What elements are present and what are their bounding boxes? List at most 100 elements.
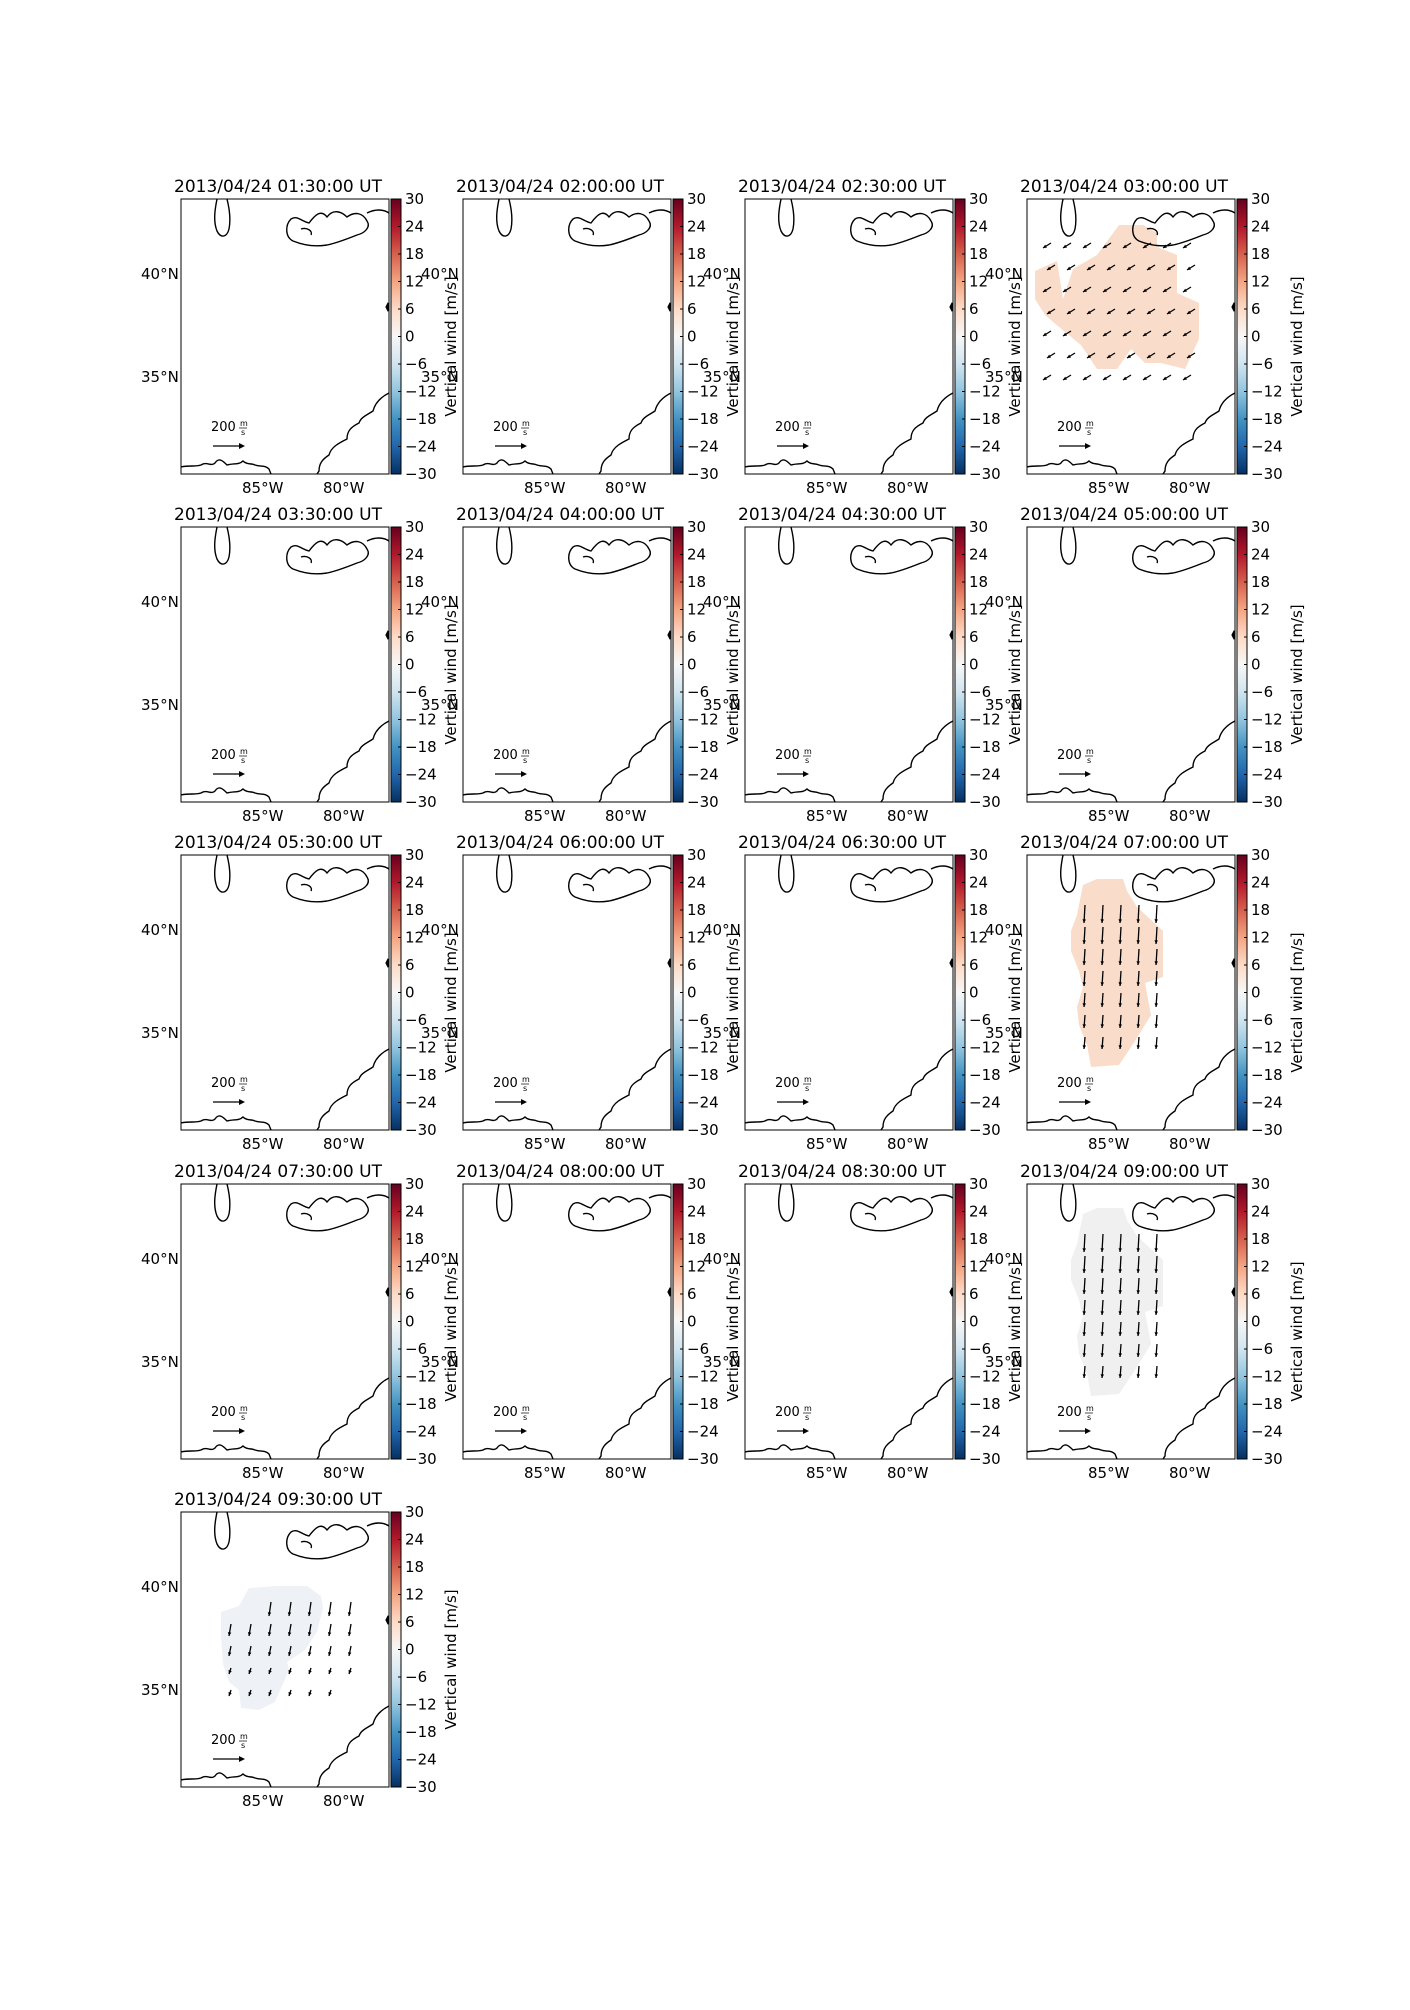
map-panel: 2013/04/24 01:30:00 UT 200 ms 85°W 80°W 40°N 3… xyxy=(141,177,460,497)
wind-vector-head xyxy=(288,1652,292,1656)
colorbar-tick-label: 12 xyxy=(405,1586,424,1604)
cape-cod-mark xyxy=(667,302,671,312)
wind-vector-head xyxy=(1082,982,1086,986)
lon-label: 80°W xyxy=(1169,807,1211,825)
map-frame xyxy=(462,854,672,1131)
lon-label: 85°W xyxy=(1088,807,1130,825)
colorbar-tick-label: −6 xyxy=(687,355,709,373)
wind-vector-head xyxy=(1118,1332,1122,1336)
wind-vector-head xyxy=(1043,288,1047,292)
wind-vector-head xyxy=(1100,1290,1104,1294)
scale-unit-den: s xyxy=(241,428,245,437)
colorbar-tick-label: 0 xyxy=(1251,1313,1261,1331)
colorbar-tick-label: −24 xyxy=(405,1094,437,1112)
atlantic-coastline xyxy=(316,392,389,474)
gulf-coastline xyxy=(1027,459,1118,474)
wind-region xyxy=(221,1586,323,1710)
wind-region xyxy=(1071,1208,1163,1396)
colorbar-tick-label: −24 xyxy=(687,438,719,456)
colorbar-tick-label: 0 xyxy=(1251,656,1261,674)
panel-title: 2013/04/24 05:30:00 UT xyxy=(174,833,383,853)
colorbar-tick-label: 12 xyxy=(687,601,706,619)
lon-label: 85°W xyxy=(242,1135,284,1153)
lon-label: 85°W xyxy=(1088,1464,1130,1482)
colorbar-tick-label: 6 xyxy=(687,1285,697,1303)
lat-label: 40°N xyxy=(141,593,179,611)
panel-title: 2013/04/24 04:30:00 UT xyxy=(738,505,947,525)
colorbar-tick-label: 12 xyxy=(687,273,706,291)
colorbar-tick-label: −18 xyxy=(969,738,1001,756)
colorbar-tick-label: 12 xyxy=(405,929,424,947)
colorbar-tick-label: 18 xyxy=(969,1230,988,1248)
atlantic-coastline xyxy=(598,1048,671,1130)
colorbar-tick-label: −18 xyxy=(687,1395,719,1413)
colorbar-label: Vertical wind [m/s] xyxy=(724,604,742,744)
scale-unit-num: m xyxy=(804,747,812,756)
wind-vector-head xyxy=(348,1652,352,1656)
wind-vector-head xyxy=(1143,244,1147,248)
wind-vector-head xyxy=(1100,1311,1104,1315)
cape-cod-mark xyxy=(385,630,389,640)
scale-label: 200 ms xyxy=(775,1404,812,1422)
colorbar-tick-label: 12 xyxy=(969,929,988,947)
panel-title: 2013/04/24 06:00:00 UT xyxy=(456,833,665,853)
colorbar-tick-label: −6 xyxy=(405,1668,427,1686)
wind-vector-head xyxy=(1067,354,1071,358)
colorbar-tick-label: 12 xyxy=(687,929,706,947)
wind-vector-head xyxy=(1123,288,1127,292)
scale-label: 200 ms xyxy=(211,1075,248,1093)
wind-vector-head xyxy=(1100,1353,1105,1357)
lon-label: 80°W xyxy=(605,479,647,497)
colorbar-tick-label: −24 xyxy=(969,1423,1001,1441)
scale-arrow-head xyxy=(239,1756,245,1762)
scale-label: 200 ms xyxy=(493,1404,530,1422)
colorbar-tick-label: 6 xyxy=(405,1285,415,1303)
panel-title: 2013/04/24 08:30:00 UT xyxy=(738,1162,947,1182)
colorbar-tick-label: 0 xyxy=(969,984,979,1002)
atlantic-coastline xyxy=(316,1377,389,1459)
wind-vector-head xyxy=(268,1692,272,1696)
lon-label: 80°W xyxy=(323,1135,365,1153)
colorbar-tick-label: 12 xyxy=(405,1258,424,1276)
scale-unit-den: s xyxy=(241,756,245,765)
gulf-coastline xyxy=(463,1444,554,1459)
colorbar-label: Vertical wind [m/s] xyxy=(442,276,460,416)
scale-unit-num: m xyxy=(522,1404,530,1413)
colorbar-tick-label: 6 xyxy=(405,956,415,974)
colorbar-tick-label: 0 xyxy=(405,984,415,1002)
wind-vector-head xyxy=(1047,354,1051,358)
colorbar-tick-label: −6 xyxy=(969,683,991,701)
wind-vector-head xyxy=(1154,1045,1159,1049)
scale-value: 200 xyxy=(1057,748,1082,763)
colorbar-tick-label: −12 xyxy=(1251,1368,1283,1386)
wind-vector-head xyxy=(1147,310,1151,314)
wind-vector-head xyxy=(227,1632,232,1636)
scale-unit-den: s xyxy=(805,1084,809,1093)
colorbar-tick-label: 30 xyxy=(1251,518,1270,536)
lake-erie-outline xyxy=(1132,1196,1215,1232)
lon-label: 85°W xyxy=(242,479,284,497)
wind-region xyxy=(1035,225,1199,369)
wind-vector-head xyxy=(1100,919,1104,923)
scale-unit-num: m xyxy=(240,1732,248,1741)
wind-vector-head xyxy=(1187,354,1191,358)
scale-unit-den: s xyxy=(241,1741,245,1750)
colorbar-tick-label: 18 xyxy=(1251,901,1270,919)
lon-label: 85°W xyxy=(524,479,566,497)
wind-vector-head xyxy=(1183,288,1187,292)
colorbar-tick-label: 24 xyxy=(687,1203,706,1221)
scale-value: 200 xyxy=(211,1405,236,1420)
gulf-coastline xyxy=(463,1115,554,1130)
gulf-coastline xyxy=(181,1115,272,1130)
lake-michigan-outline xyxy=(1060,199,1077,237)
wind-vector-head xyxy=(328,1692,332,1696)
lake-michigan-outline xyxy=(496,527,513,565)
colorbar-tick-label: −18 xyxy=(687,1066,719,1084)
colorbar-tick-label: 24 xyxy=(969,218,988,236)
colorbar-tick-label: 30 xyxy=(405,518,424,536)
wind-vector-head xyxy=(1100,1269,1104,1273)
lat-label: 35°N xyxy=(985,368,1023,386)
lon-label: 80°W xyxy=(605,807,647,825)
lake-erie-outline xyxy=(850,1196,933,1232)
gulf-coastline xyxy=(181,459,272,474)
